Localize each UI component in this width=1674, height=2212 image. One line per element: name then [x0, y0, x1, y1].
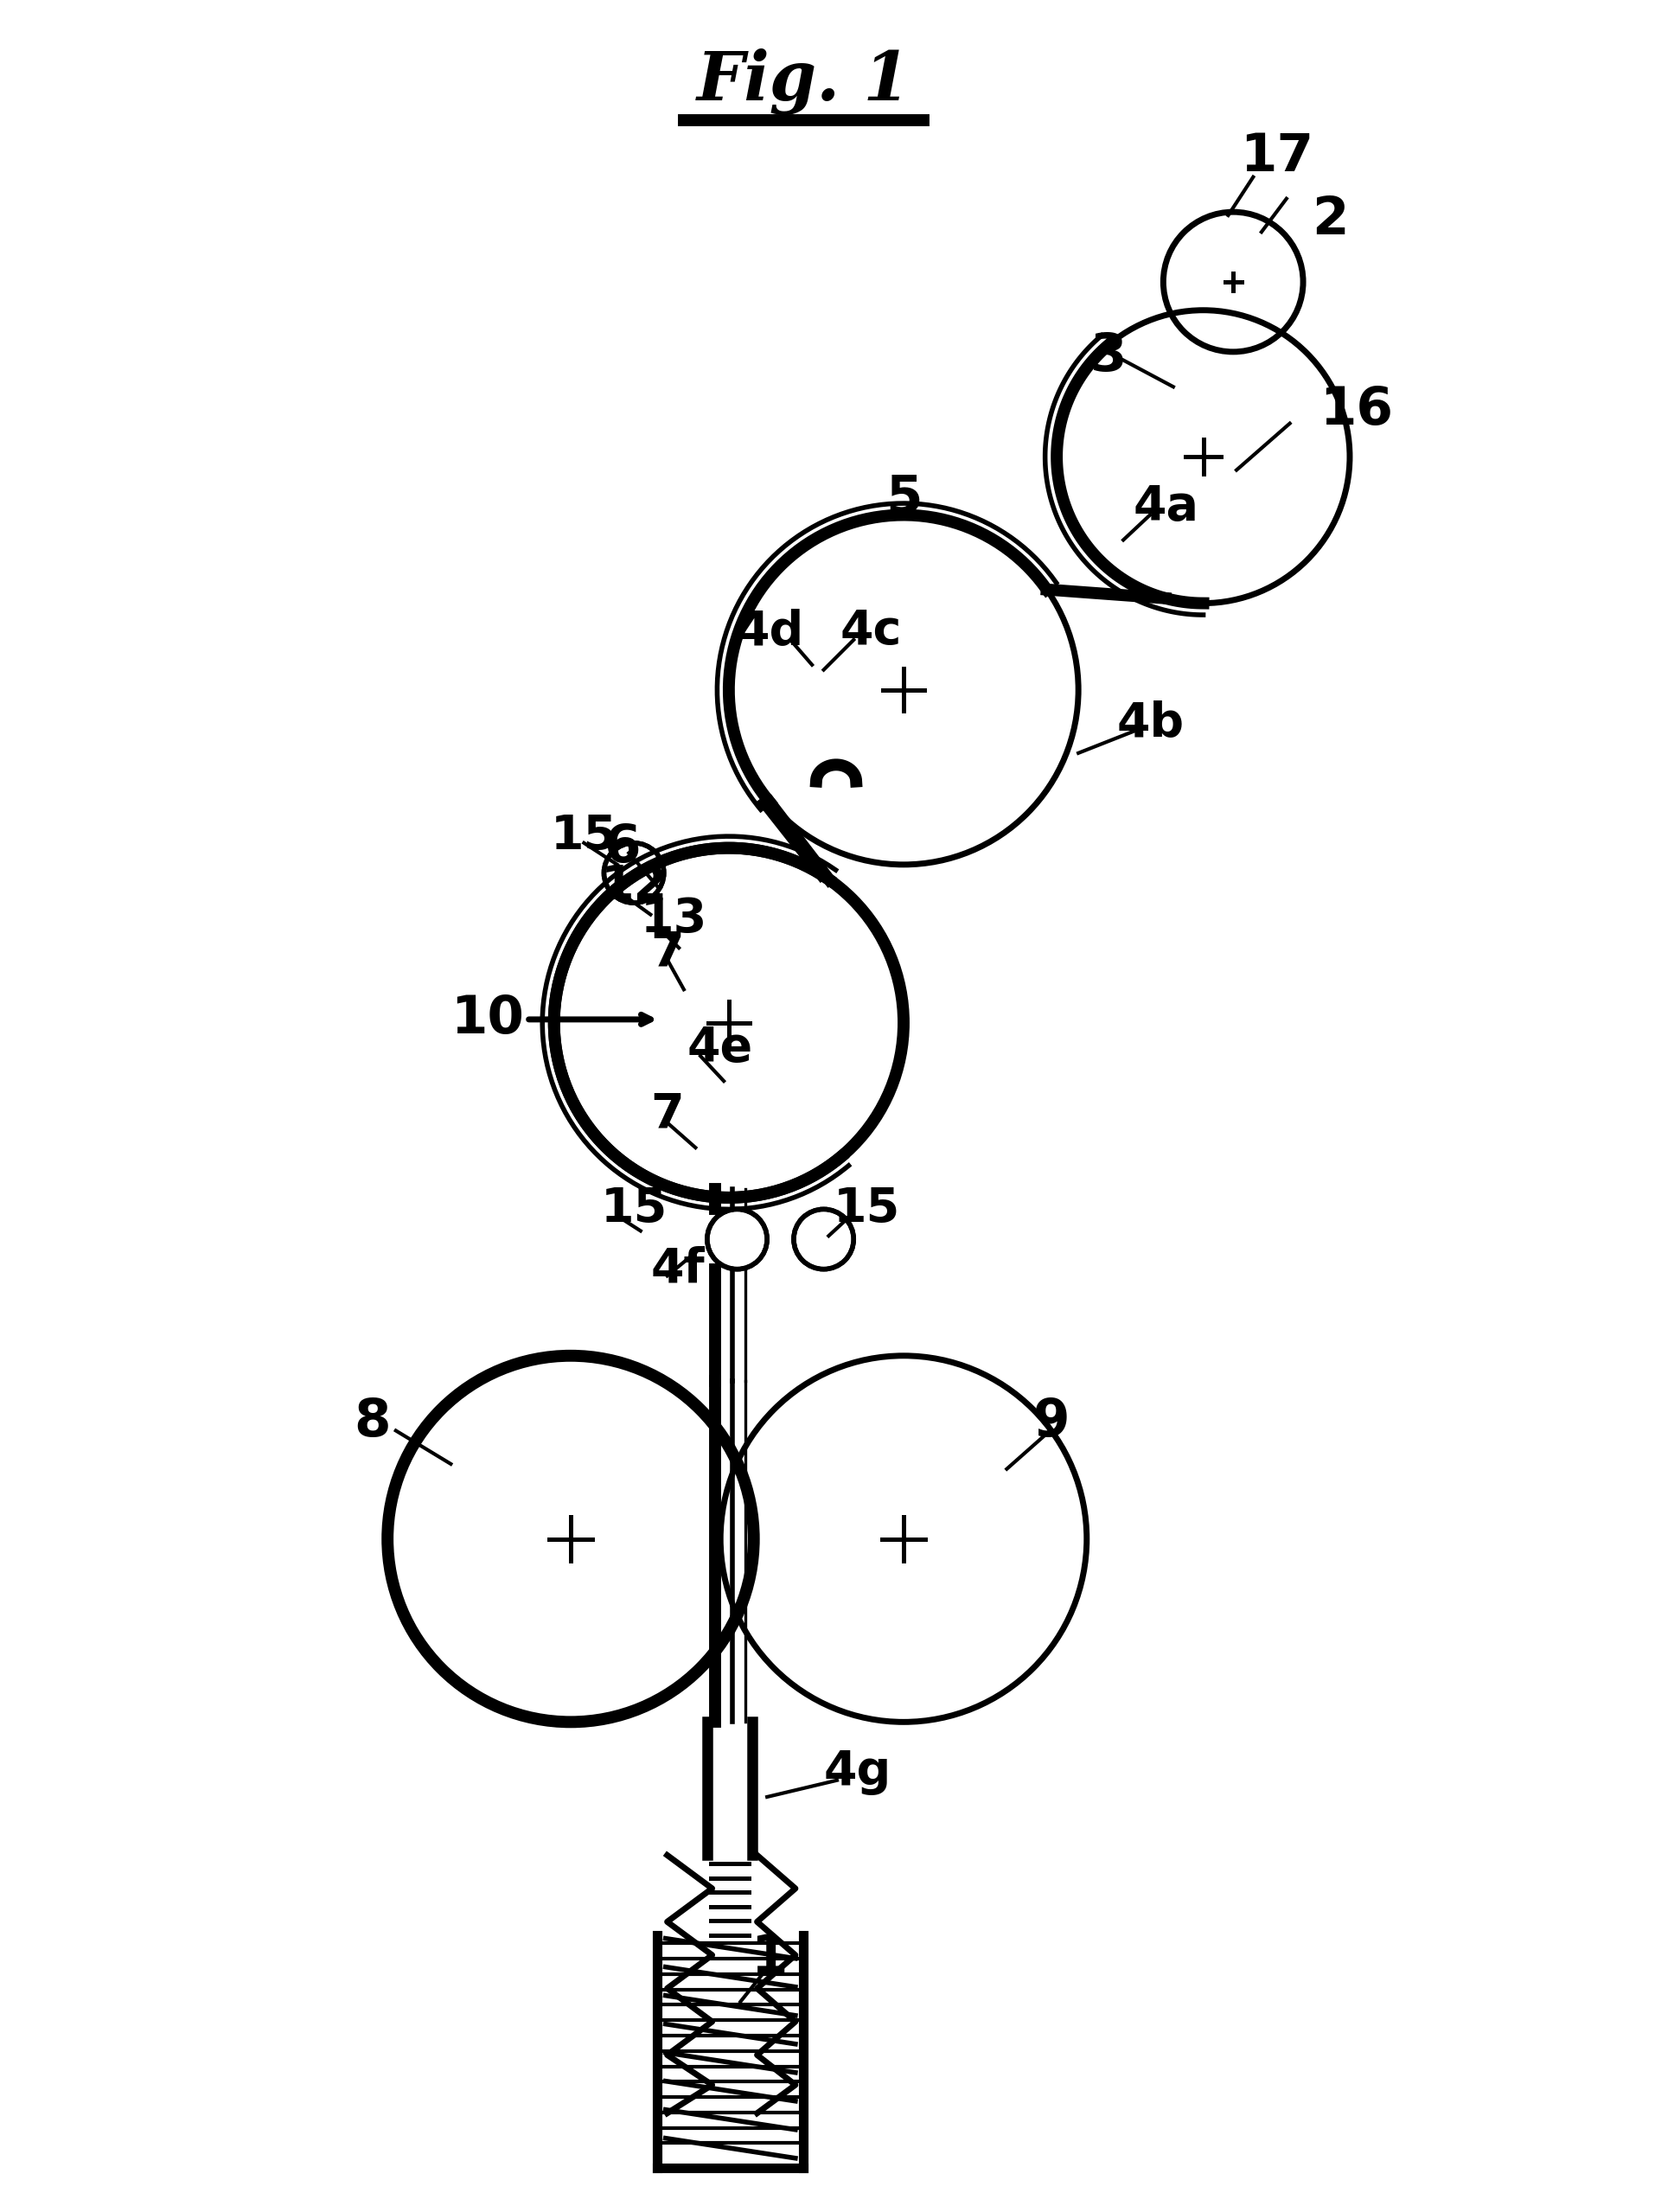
Text: 1: 1 [750, 1933, 787, 1984]
Text: 9: 9 [1033, 1396, 1070, 1449]
Text: 3: 3 [1090, 332, 1127, 383]
Text: 4d: 4d [737, 608, 804, 655]
Text: 5: 5 [886, 473, 922, 524]
Text: 4a: 4a [1133, 482, 1199, 531]
Text: 4e: 4e [686, 1024, 753, 1071]
Text: 4f: 4f [651, 1245, 705, 1292]
Text: 10: 10 [450, 993, 524, 1044]
Text: 2: 2 [1311, 195, 1348, 246]
Text: 7: 7 [651, 1091, 685, 1137]
Text: 12: 12 [601, 863, 668, 909]
Text: 15: 15 [551, 814, 618, 860]
Text: 13: 13 [641, 896, 708, 942]
Text: 17: 17 [1240, 131, 1314, 184]
Text: 16: 16 [1319, 385, 1393, 436]
Text: 8: 8 [355, 1396, 392, 1449]
Text: Fig. 1: Fig. 1 [696, 49, 911, 115]
Text: 4c: 4c [840, 608, 902, 655]
Text: 4b: 4b [1117, 699, 1184, 745]
Text: 15: 15 [834, 1186, 901, 1232]
Text: 6: 6 [604, 823, 641, 874]
Text: 15: 15 [601, 1186, 668, 1232]
Text: 4g: 4g [824, 1750, 891, 1796]
Text: 7: 7 [651, 929, 685, 975]
